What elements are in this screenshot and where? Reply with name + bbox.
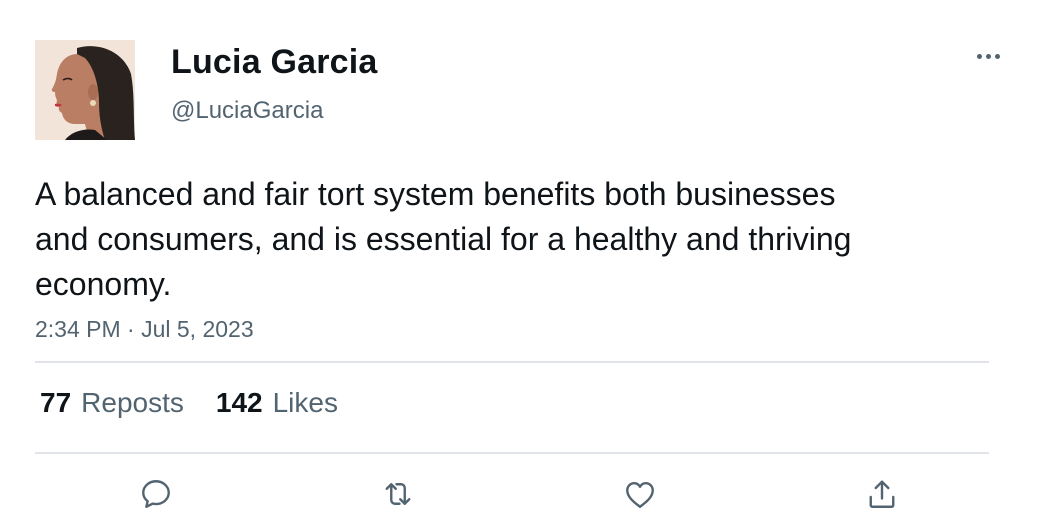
share-icon [869, 480, 895, 508]
more-options-button[interactable] [970, 42, 1006, 70]
heart-icon [626, 482, 654, 508]
reposts-stat[interactable]: 77 Reposts [40, 387, 184, 419]
tweet-timestamp[interactable]: 2:34 PM · Jul 5, 2023 [35, 316, 254, 342]
more-horizontal-icon-dot [985, 53, 991, 59]
avatar[interactable] [35, 40, 135, 140]
repost-icon [385, 483, 411, 505]
repost-button[interactable] [378, 474, 418, 514]
tweet-stats: 77 Reposts 142 Likes [40, 387, 338, 419]
avatar-image [35, 40, 135, 140]
divider [35, 361, 989, 363]
reposts-count: 77 [40, 387, 72, 418]
divider [35, 452, 989, 454]
share-button[interactable] [862, 474, 902, 514]
like-button[interactable] [620, 474, 660, 514]
author-handle[interactable]: @LuciaGarcia [171, 97, 324, 124]
likes-stat[interactable]: 142 Likes [216, 387, 338, 419]
reply-icon [142, 480, 170, 508]
reply-button[interactable] [136, 474, 176, 514]
author-name[interactable]: Lucia Garcia [171, 43, 378, 81]
more-horizontal-icon [976, 53, 982, 59]
reposts-label: Reposts [81, 387, 184, 418]
more-horizontal-icon-dot [994, 53, 1000, 59]
likes-count: 142 [215, 387, 263, 418]
likes-label: Likes [272, 387, 338, 418]
tweet-text: A balanced and fair tort system benefits… [35, 176, 852, 302]
